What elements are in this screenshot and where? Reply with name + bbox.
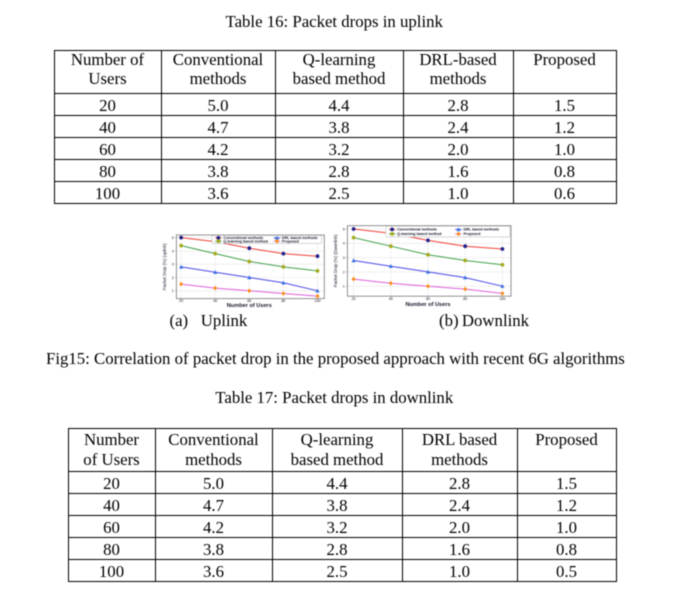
svg-text:5: 5: [343, 227, 345, 231]
svg-text:Proposed: Proposed: [282, 240, 300, 244]
svg-text:Number of Users: Number of Users: [227, 303, 272, 309]
svg-text:Conventional methods: Conventional methods: [397, 228, 437, 232]
svg-text:3: 3: [343, 256, 345, 260]
svg-text:60: 60: [426, 297, 430, 301]
svg-text:2: 2: [343, 270, 345, 274]
svg-text:4: 4: [172, 249, 174, 253]
svg-text:Q-learning based method: Q-learning based method: [397, 232, 442, 236]
svg-text:2: 2: [172, 276, 174, 280]
svg-text:80: 80: [281, 299, 285, 303]
svg-text:1: 1: [343, 285, 345, 289]
svg-text:Conventional methods: Conventional methods: [223, 236, 263, 240]
svg-text:20: 20: [352, 297, 356, 301]
svg-text:60: 60: [247, 299, 251, 303]
svg-text:DRL based methods: DRL based methods: [282, 236, 318, 240]
svg-text:40: 40: [213, 299, 217, 303]
svg-text:1: 1: [172, 289, 174, 293]
svg-text:Packet Drop (%) (Downlink): Packet Drop (%) (Downlink): [333, 234, 338, 288]
svg-text:Packet Drop (%) (uplink): Packet Drop (%) (uplink): [162, 243, 167, 290]
svg-text:20: 20: [179, 299, 183, 303]
svg-text:Number of Users: Number of Users: [405, 302, 450, 308]
svg-text:4: 4: [343, 242, 345, 246]
svg-text:80: 80: [463, 297, 467, 301]
svg-text:5: 5: [172, 236, 174, 240]
svg-text:3: 3: [172, 263, 174, 267]
svg-text:DRL based methods: DRL based methods: [463, 228, 499, 232]
svg-text:100: 100: [499, 297, 505, 301]
svg-text:Proposed: Proposed: [463, 232, 481, 236]
svg-text:Q-learning based method: Q-learning based method: [223, 240, 268, 244]
svg-text:40: 40: [389, 297, 393, 301]
svg-text:100: 100: [314, 299, 320, 303]
